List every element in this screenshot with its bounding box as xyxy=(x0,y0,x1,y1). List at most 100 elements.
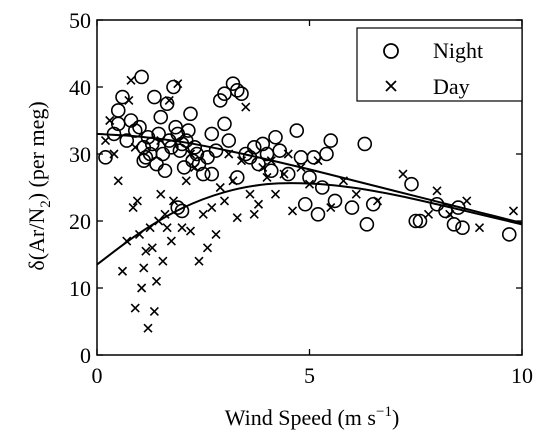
day-point xyxy=(162,223,172,233)
night-point xyxy=(229,83,245,98)
day-point xyxy=(130,142,140,152)
legend: Night Day xyxy=(356,27,523,102)
night-point xyxy=(280,166,296,182)
night-point xyxy=(134,69,149,85)
day-point xyxy=(326,203,336,213)
night-point xyxy=(357,136,373,152)
day-point xyxy=(126,75,136,85)
day-point xyxy=(508,206,519,216)
y-tick-label: 30 xyxy=(69,142,91,167)
night-point xyxy=(132,119,147,135)
night-point xyxy=(217,116,232,132)
day-point xyxy=(147,243,157,253)
night-point xyxy=(187,140,203,155)
night-point xyxy=(297,196,313,212)
day-point xyxy=(253,199,264,209)
y-tick-label: 50 xyxy=(69,8,91,33)
day-point xyxy=(124,95,134,105)
day-point xyxy=(190,162,200,172)
day-point xyxy=(132,196,142,206)
night-point xyxy=(157,163,173,179)
day-point xyxy=(432,186,442,196)
night-point xyxy=(359,217,375,232)
day-point xyxy=(164,95,174,105)
day-fit-line xyxy=(96,182,523,266)
legend-night-label: Night xyxy=(433,38,483,63)
night-point xyxy=(153,109,169,125)
day-point xyxy=(185,149,196,159)
day-point xyxy=(241,102,251,112)
day-point xyxy=(207,203,217,213)
day-point xyxy=(279,169,289,179)
night-point xyxy=(302,170,317,185)
night-point xyxy=(151,126,166,142)
day-point xyxy=(372,196,383,206)
night-point xyxy=(404,176,419,192)
day-point xyxy=(198,209,208,219)
night-point xyxy=(195,166,211,182)
day-point xyxy=(181,176,191,186)
night-point xyxy=(255,136,271,152)
day-point xyxy=(105,115,115,126)
night-point xyxy=(263,163,279,179)
day-point xyxy=(156,189,166,199)
night-point xyxy=(204,126,220,142)
axis-tick-labels: 0 5 10 0 10 20 30 40 50 xyxy=(69,8,533,388)
day-point xyxy=(158,256,168,266)
day-point xyxy=(109,149,119,159)
night-point xyxy=(208,143,224,158)
day-point xyxy=(185,226,196,236)
night-point xyxy=(176,160,192,175)
night-point xyxy=(119,133,135,148)
x-tick-label: 0 xyxy=(92,363,103,388)
day-point xyxy=(287,206,298,216)
night-point xyxy=(181,123,196,138)
night-point xyxy=(272,143,288,158)
day-point xyxy=(173,79,183,89)
night-point xyxy=(110,103,126,118)
legend-day-marker xyxy=(385,80,397,92)
day-point xyxy=(474,223,485,233)
day-point xyxy=(462,196,472,206)
night-fit-line xyxy=(96,132,523,224)
y-tick-label: 20 xyxy=(69,209,91,234)
day-series xyxy=(100,75,519,333)
day-point xyxy=(232,213,242,223)
day-point xyxy=(236,156,247,166)
day-point xyxy=(258,162,268,172)
night-point xyxy=(327,193,343,209)
day-point xyxy=(160,209,170,219)
day-point xyxy=(194,256,204,266)
night-point xyxy=(147,89,162,105)
day-point xyxy=(139,263,149,273)
night-point xyxy=(115,89,130,105)
day-point xyxy=(130,303,140,313)
night-point xyxy=(246,140,262,155)
night-point xyxy=(412,213,428,229)
day-point xyxy=(445,209,455,219)
day-point xyxy=(283,149,293,159)
legend-night-marker xyxy=(383,43,399,59)
day-point xyxy=(117,266,128,276)
y-tick-label: 0 xyxy=(80,343,91,368)
day-point xyxy=(215,182,225,193)
night-point xyxy=(446,217,462,232)
day-point xyxy=(141,246,151,256)
night-point xyxy=(268,129,283,145)
day-point xyxy=(128,203,138,213)
day-point xyxy=(245,189,255,199)
night-point xyxy=(204,166,220,182)
day-point xyxy=(398,169,408,179)
night-point xyxy=(136,153,152,168)
night-point xyxy=(221,133,237,148)
day-point xyxy=(100,136,111,146)
y-axis-label: δ(Ar/N2) (per meg) xyxy=(24,101,54,270)
day-point xyxy=(351,189,361,199)
night-point xyxy=(183,106,198,122)
night-point xyxy=(138,150,154,165)
day-point xyxy=(166,236,176,246)
night-point xyxy=(323,133,339,148)
fit-lines xyxy=(96,132,523,266)
day-point xyxy=(202,243,213,253)
